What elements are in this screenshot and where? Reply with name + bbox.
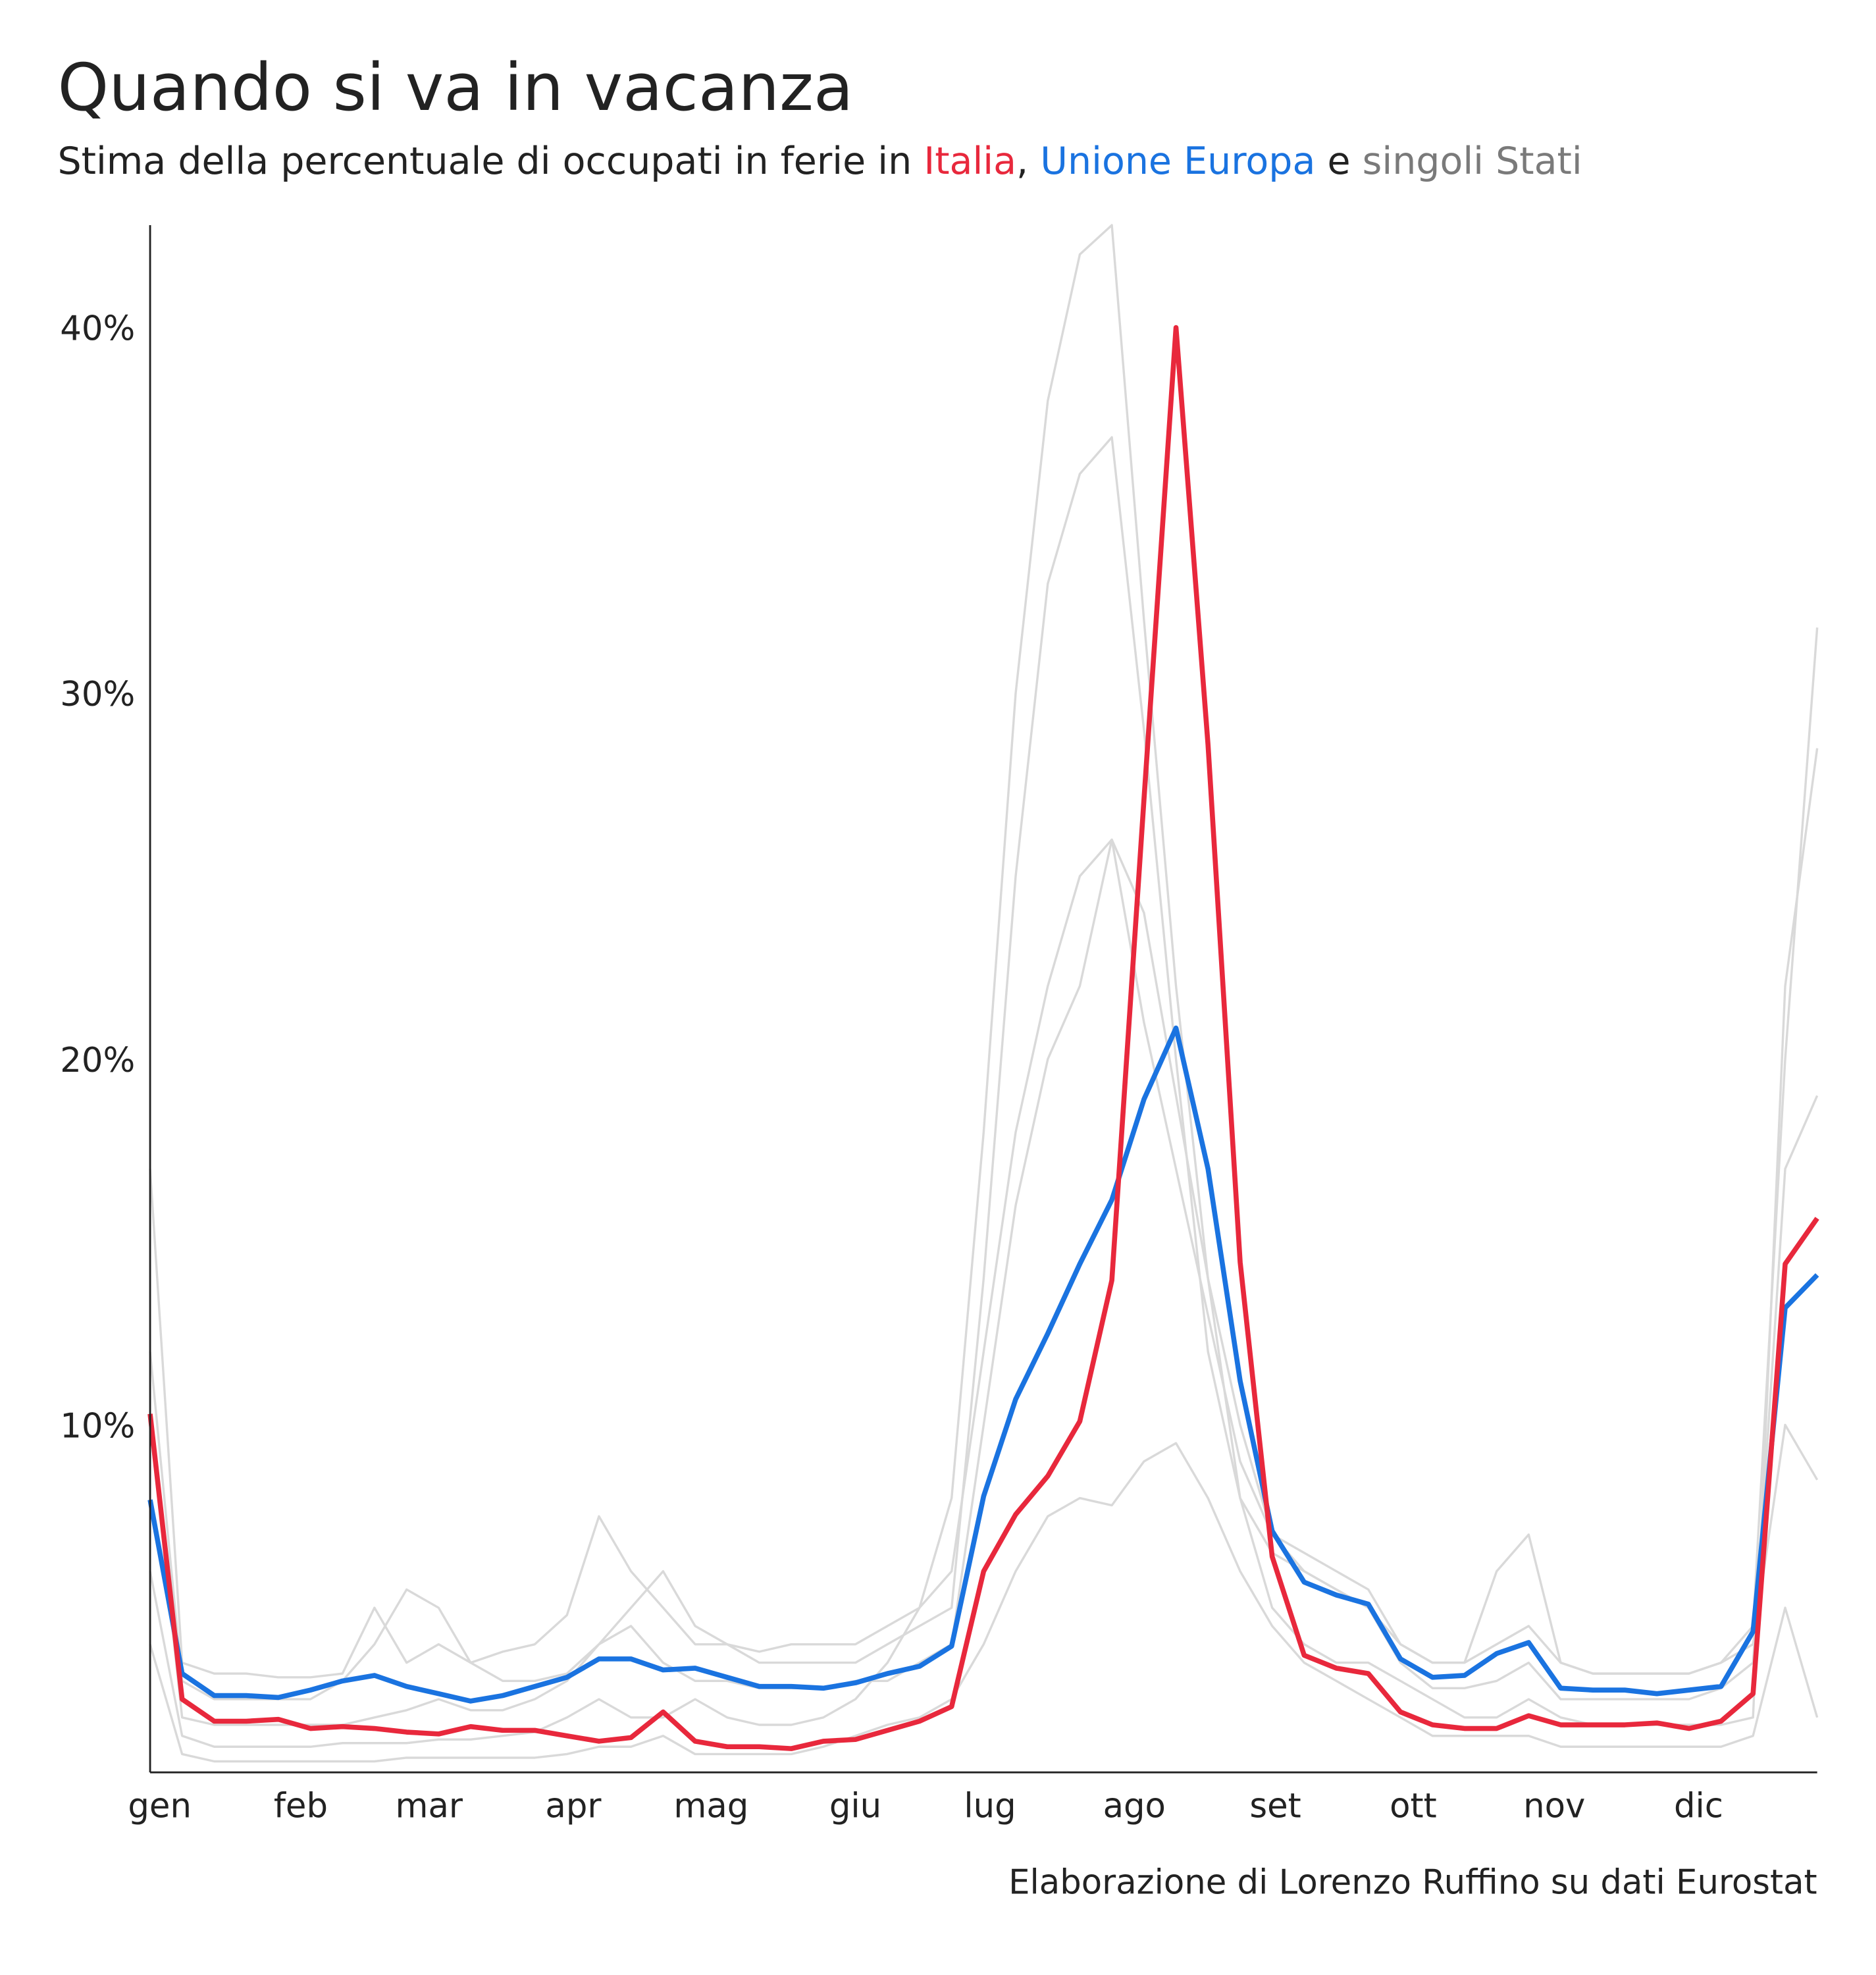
- y-tick-label: 10%: [60, 1406, 135, 1446]
- subtitle-italy: Italia: [924, 140, 1016, 183]
- subtitle-text: Stima della percentuale di occupati in f…: [57, 140, 912, 183]
- x-tick-label: feb: [274, 1787, 328, 1826]
- x-tick-label: mar: [396, 1787, 463, 1826]
- plot-area: 10% 20% 30% 40% gen feb mar apr mag giu lug ago set o…: [60, 224, 1819, 1826]
- x-tick-label: dic: [1674, 1787, 1723, 1826]
- x-tick-label: ott: [1390, 1787, 1437, 1826]
- country-line: [149, 436, 1819, 1683]
- subtitle-eu: Unione Europa: [1040, 140, 1315, 183]
- subtitle-countries: singoli Stati: [1363, 140, 1582, 183]
- x-tick-label: ago: [1103, 1787, 1166, 1826]
- x-tick-label: set: [1249, 1787, 1301, 1826]
- x-tick-label: nov: [1523, 1787, 1585, 1826]
- x-tick-label: apr: [545, 1787, 602, 1826]
- y-tick-label: 30%: [60, 675, 135, 714]
- series-line: [147, 325, 1819, 1751]
- country-line: [149, 838, 1819, 1700]
- x-tick-label: gen: [128, 1787, 192, 1826]
- x-tick-label: mag: [673, 1787, 748, 1826]
- caption: Elaborazione di Lorenzo Ruffino su dati …: [1008, 1863, 1817, 1903]
- subtitle-text: ,: [1016, 140, 1028, 183]
- x-tick-label: lug: [964, 1787, 1016, 1826]
- country-line: [149, 224, 1819, 1748]
- x-tick-label: giu: [829, 1787, 881, 1826]
- country-line: [149, 1442, 1819, 1763]
- country-line: [149, 838, 1819, 1726]
- y-tick-label: 40%: [60, 309, 135, 349]
- y-tick-label: 20%: [60, 1041, 135, 1080]
- chart-title: Quando si va in vacanza: [57, 50, 853, 126]
- series-line: [147, 1025, 1819, 1704]
- subtitle-text: e: [1327, 140, 1350, 183]
- chart-subtitle: Stima della percentuale di occupati in f…: [57, 140, 1582, 183]
